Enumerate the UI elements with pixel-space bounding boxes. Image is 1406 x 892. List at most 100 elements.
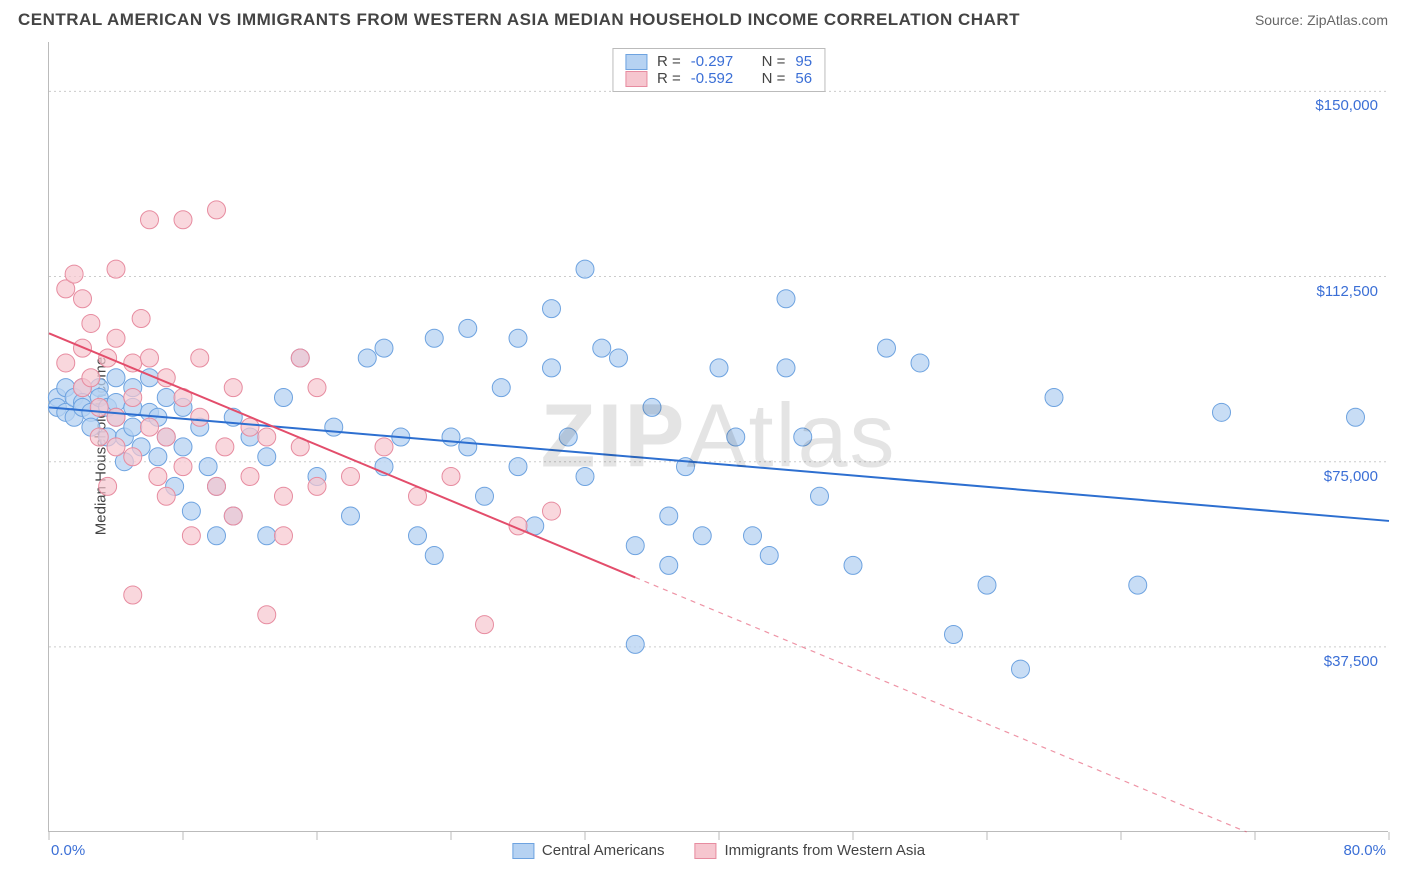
data-point	[241, 418, 259, 436]
data-point	[174, 438, 192, 456]
n-label: N =	[762, 70, 786, 87]
data-point	[626, 537, 644, 555]
data-point	[777, 290, 795, 308]
legend-swatch	[625, 54, 647, 70]
data-point	[224, 507, 242, 525]
data-point	[141, 211, 159, 229]
data-point	[308, 379, 326, 397]
data-point	[593, 339, 611, 357]
data-point	[476, 616, 494, 634]
data-point	[744, 527, 762, 545]
y-tick-label: $75,000	[1324, 468, 1378, 485]
data-point	[208, 477, 226, 495]
data-point	[275, 487, 293, 505]
data-point	[911, 354, 929, 372]
data-point	[124, 586, 142, 604]
data-point	[660, 507, 678, 525]
data-point	[241, 468, 259, 486]
x-max-label: 80.0%	[1343, 842, 1386, 859]
trend-line	[49, 407, 1389, 521]
data-point	[945, 626, 963, 644]
data-point	[149, 468, 167, 486]
data-point	[174, 458, 192, 476]
data-point	[1129, 576, 1147, 594]
data-point	[275, 389, 293, 407]
r-label: R =	[657, 70, 681, 87]
data-point	[509, 458, 527, 476]
chart-svg	[49, 42, 1388, 831]
data-point	[74, 290, 92, 308]
data-point	[1012, 660, 1030, 678]
data-point	[216, 438, 234, 456]
stats-row: R =-0.592 N =56	[625, 70, 812, 87]
data-point	[459, 319, 477, 337]
legend-swatch	[625, 71, 647, 87]
data-point	[425, 329, 443, 347]
data-point	[978, 576, 996, 594]
data-point	[777, 359, 795, 377]
data-point	[543, 300, 561, 318]
data-point	[208, 201, 226, 219]
data-point	[342, 507, 360, 525]
y-tick-label: $37,500	[1324, 653, 1378, 670]
x-min-label: 0.0%	[51, 842, 85, 859]
data-point	[425, 547, 443, 565]
data-point	[191, 408, 209, 426]
data-point	[878, 339, 896, 357]
data-point	[291, 349, 309, 367]
data-point	[543, 502, 561, 520]
r-value: -0.592	[691, 70, 734, 87]
data-point	[107, 260, 125, 278]
data-point	[543, 359, 561, 377]
data-point	[308, 477, 326, 495]
data-point	[375, 339, 393, 357]
chart-area: ZIPAtlas R =-0.297 N =95R =-0.592 N =56 …	[48, 42, 1388, 832]
data-point	[258, 527, 276, 545]
legend-item: Central Americans	[512, 842, 665, 859]
data-point	[576, 260, 594, 278]
data-point	[141, 418, 159, 436]
legend-label: Central Americans	[542, 842, 665, 859]
data-point	[208, 527, 226, 545]
legend-item: Immigrants from Western Asia	[694, 842, 925, 859]
data-point	[182, 527, 200, 545]
data-point	[342, 468, 360, 486]
data-point	[1045, 389, 1063, 407]
data-point	[358, 349, 376, 367]
data-point	[442, 428, 460, 446]
data-point	[794, 428, 812, 446]
data-point	[149, 448, 167, 466]
data-point	[476, 487, 494, 505]
data-point	[325, 418, 343, 436]
y-tick-label: $150,000	[1315, 97, 1378, 114]
legend-swatch	[512, 843, 534, 859]
y-tick-label: $112,500	[1317, 283, 1378, 300]
r-label: R =	[657, 53, 681, 70]
data-point	[509, 329, 527, 347]
data-point	[258, 448, 276, 466]
data-point	[1347, 408, 1365, 426]
r-value: -0.297	[691, 53, 734, 70]
data-point	[90, 398, 108, 416]
data-point	[660, 556, 678, 574]
data-point	[1213, 403, 1231, 421]
data-point	[258, 606, 276, 624]
stats-legend: R =-0.297 N =95R =-0.592 N =56	[612, 48, 825, 92]
data-point	[576, 468, 594, 486]
data-point	[107, 438, 125, 456]
n-value: 95	[795, 53, 812, 70]
data-point	[124, 389, 142, 407]
data-point	[107, 408, 125, 426]
data-point	[107, 369, 125, 387]
legend-swatch	[694, 843, 716, 859]
data-point	[57, 354, 75, 372]
data-point	[492, 379, 510, 397]
data-point	[626, 635, 644, 653]
stats-row: R = -0.297 N = 95	[625, 53, 812, 70]
data-point	[375, 438, 393, 456]
chart-title: CENTRAL AMERICAN VS IMMIGRANTS FROM WEST…	[18, 10, 1020, 30]
n-label: N =	[762, 53, 786, 70]
data-point	[844, 556, 862, 574]
data-point	[124, 418, 142, 436]
data-point	[610, 349, 628, 367]
